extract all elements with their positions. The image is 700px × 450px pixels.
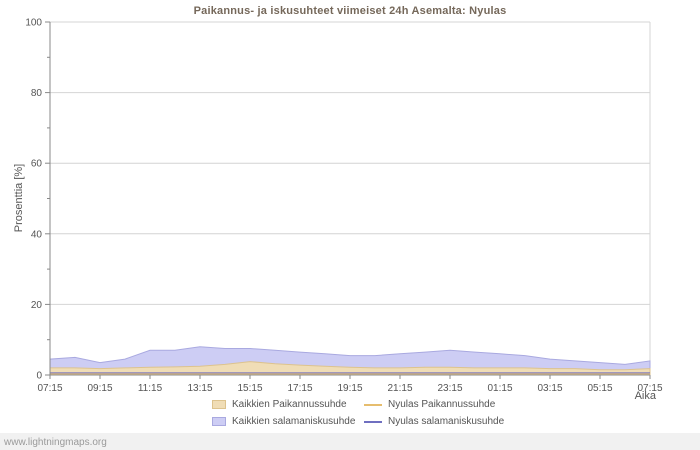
legend-swatch-line-icon	[364, 420, 382, 423]
legend-swatch-fill-icon	[212, 400, 226, 409]
legend-label: Kaikkien salamaniskusuhde	[232, 416, 356, 427]
legend-label: Kaikkien Paikannussuhde	[232, 399, 347, 410]
y-tick-label: 60	[31, 159, 43, 170]
chart-legend: Kaikkien Paikannussuhde Nyulas Paikannus…	[212, 396, 544, 430]
legend-swatch-line-icon	[364, 403, 382, 406]
legend-item-nyulas-salamaniskusuhde: Nyulas salamaniskusuhde	[364, 416, 544, 427]
legend-item-kaikkien-paikannussuhde: Kaikkien Paikannussuhde	[212, 399, 364, 410]
x-tick-label: 15:15	[237, 383, 262, 394]
x-tick-label: 11:15	[138, 383, 163, 394]
legend-swatch-fill-icon	[212, 417, 226, 426]
y-tick-label: 0	[36, 371, 42, 382]
legend-item-nyulas-paikannussuhde: Nyulas Paikannussuhde	[364, 399, 544, 410]
x-tick-label: 07:15	[37, 383, 62, 394]
y-tick-label: 20	[31, 300, 43, 311]
legend-item-kaikkien-salamaniskusuhde: Kaikkien salamaniskusuhde	[212, 416, 364, 427]
watermark: www.lightningmaps.org	[4, 437, 107, 448]
x-tick-label: 01:15	[487, 383, 512, 394]
legend-label: Nyulas salamaniskusuhde	[388, 416, 505, 427]
chart-title: Paikannus- ja iskusuhteet viimeiset 24h …	[193, 5, 507, 17]
footer-bar	[0, 433, 700, 450]
x-tick-label: 09:15	[87, 383, 112, 394]
x-axis-label: Aika	[634, 390, 656, 402]
x-tick-label: 17:15	[287, 383, 312, 394]
y-tick-label: 80	[31, 88, 43, 99]
legend-label: Nyulas Paikannussuhde	[388, 399, 496, 410]
y-tick-label: 40	[31, 229, 43, 240]
y-tick-label: 100	[25, 18, 42, 29]
area-series-0	[49, 361, 651, 376]
x-tick-label: 07:15	[637, 383, 662, 394]
x-tick-label: 03:15	[537, 383, 562, 394]
x-tick-label: 13:15	[187, 383, 212, 394]
x-tick-label: 21:15	[387, 383, 412, 394]
x-tick-label: 23:15	[437, 383, 462, 394]
x-tick-label: 19:15	[337, 383, 362, 394]
x-tick-label: 05:15	[587, 383, 612, 394]
